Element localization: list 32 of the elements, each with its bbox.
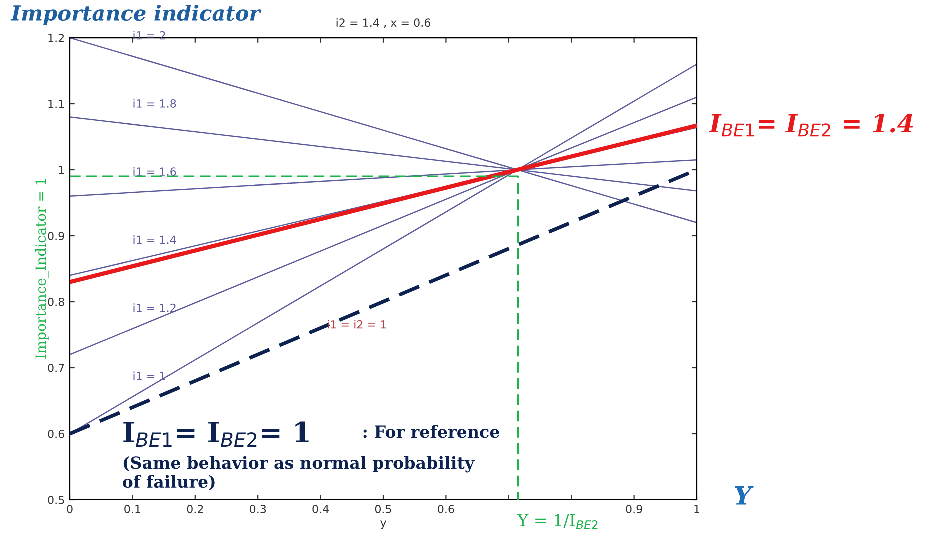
x-tick-label: 1 bbox=[694, 505, 700, 514]
y-tick-label: 1 bbox=[59, 166, 64, 174]
series-label: i1 = 1.8 bbox=[134, 99, 176, 108]
y-tick-label: 0.6 bbox=[48, 430, 64, 438]
text: Y = 1/I$_{BE2}$ bbox=[517, 514, 598, 530]
annotation: (Same behavior as normal probability of failure) bbox=[123, 456, 475, 490]
text: Importance_Indicator = 1 bbox=[35, 179, 50, 359]
x-tick-label: 0.1 bbox=[124, 505, 141, 514]
series-label: i1 = 1.4 bbox=[134, 236, 176, 244]
x-tick-label: 0.4 bbox=[312, 505, 330, 514]
x-tick-label: 0.3 bbox=[250, 505, 266, 514]
x-tick-label: 0 bbox=[67, 505, 73, 514]
y-tick-label: 0.7 bbox=[48, 364, 64, 372]
series-label: i1 = i2 = 1 bbox=[328, 320, 386, 329]
y-tick-label: 0.8 bbox=[48, 298, 64, 306]
x-tick-label: 0.5 bbox=[375, 505, 392, 514]
x-tick-label: 0.6 bbox=[438, 505, 454, 514]
text: Y bbox=[735, 486, 754, 505]
series-label: i1 = 1.6 bbox=[134, 167, 176, 176]
x-tick-label: 0.2 bbox=[187, 505, 204, 514]
y-tick-label: 0.9 bbox=[48, 232, 64, 240]
chart-title: Importance indicator bbox=[10, 4, 262, 26]
series-label: I$_{BE1}$= I$_{BE2}$ = 1.4 bbox=[708, 114, 914, 137]
chart-subtitle: i2 = 1.4 , x = 0.6 bbox=[336, 18, 431, 28]
annotation: I$_{BE1}$= I$_{BE2}$= 1 bbox=[124, 422, 309, 447]
x-tick-label: 0.9 bbox=[626, 505, 642, 514]
y-tick-label: 0.5 bbox=[48, 496, 64, 504]
y-tick-label: 1.2 bbox=[48, 34, 64, 42]
y-tick-label: 1.1 bbox=[48, 100, 64, 108]
x-axis-title: y bbox=[380, 520, 386, 530]
annotation: : For reference bbox=[364, 425, 500, 438]
series-label: i1 = 1.2 bbox=[134, 304, 176, 312]
